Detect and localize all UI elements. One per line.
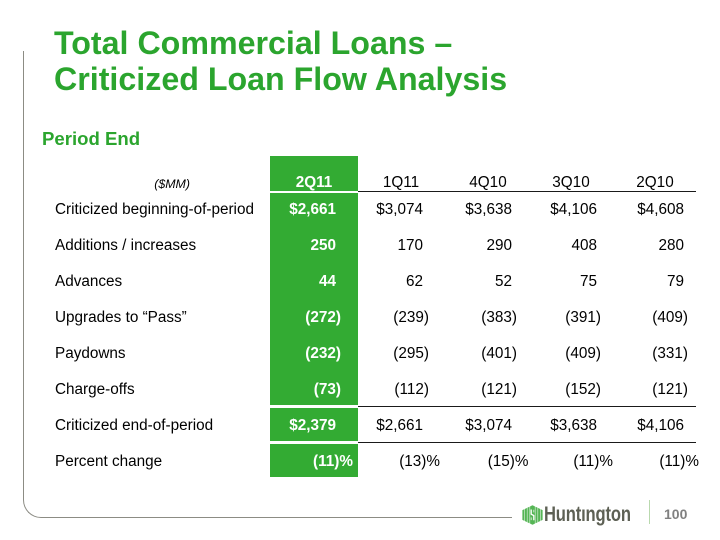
svg-text:Huntıngton: Huntıngton xyxy=(544,503,631,526)
